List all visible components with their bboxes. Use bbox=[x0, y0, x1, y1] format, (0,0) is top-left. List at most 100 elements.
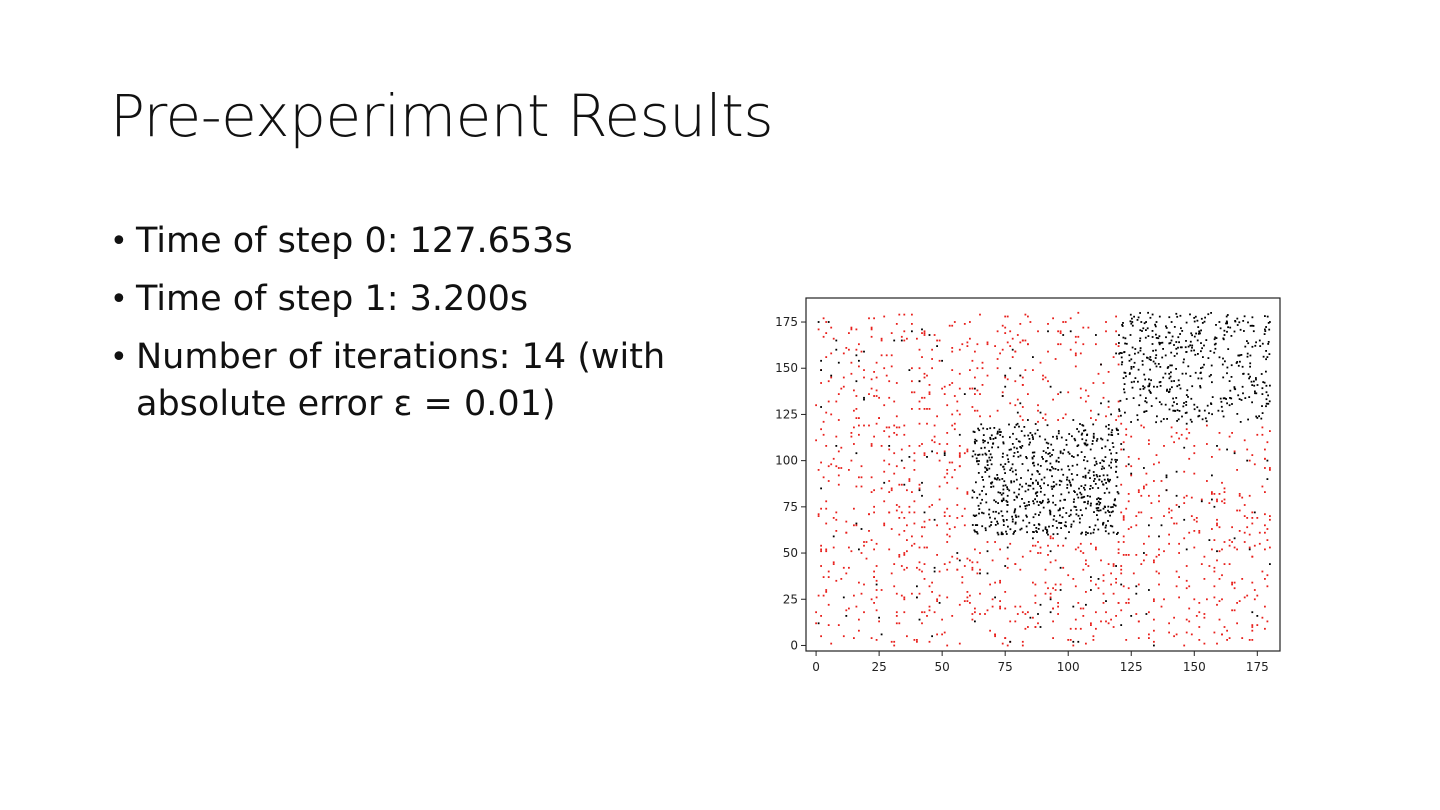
scatter-point-black bbox=[1249, 354, 1252, 357]
scatter-point-red bbox=[1158, 583, 1160, 586]
scatter-point-red bbox=[1228, 435, 1231, 438]
scatter-point-red bbox=[832, 546, 835, 549]
scatter-point-black bbox=[1047, 498, 1050, 501]
scatter-point-red bbox=[1150, 502, 1153, 504]
scatter-point-black bbox=[1144, 400, 1147, 403]
scatter-point-black bbox=[1168, 342, 1171, 345]
scatter-point-black bbox=[1042, 499, 1044, 502]
scatter-point-red bbox=[989, 629, 991, 632]
scatter-point-black bbox=[1183, 446, 1186, 449]
scatter-point-black bbox=[1143, 322, 1146, 325]
scatter-point-black bbox=[1037, 528, 1040, 530]
scatter-point-red bbox=[1117, 602, 1120, 604]
scatter-point-black bbox=[1065, 525, 1067, 528]
scatter-point-black bbox=[1120, 414, 1122, 417]
scatter-point-black bbox=[1052, 435, 1054, 438]
scatter-point-red bbox=[1082, 552, 1085, 554]
scatter-point-red bbox=[1140, 424, 1143, 427]
scatter-point-black bbox=[975, 481, 977, 484]
scatter-point-black bbox=[992, 438, 995, 440]
scatter-point-black bbox=[1028, 504, 1030, 506]
scatter-point-black bbox=[1102, 474, 1105, 477]
scatter-point-black bbox=[1034, 513, 1037, 516]
scatter-point-black bbox=[991, 456, 993, 459]
scatter-point-black bbox=[971, 455, 974, 458]
scatter-point-red bbox=[1251, 626, 1254, 628]
scatter-point-red bbox=[815, 611, 817, 614]
scatter-point-red bbox=[921, 526, 923, 529]
scatter-point-red bbox=[1195, 517, 1198, 519]
scatter-point-black bbox=[1266, 459, 1269, 462]
scatter-point-red bbox=[936, 339, 938, 342]
scatter-point-red bbox=[936, 600, 938, 602]
scatter-point-red bbox=[880, 445, 883, 447]
scatter-point-black bbox=[1142, 388, 1145, 390]
scatter-point-red bbox=[1069, 348, 1072, 351]
scatter-point-red bbox=[928, 605, 931, 608]
scatter-point-black bbox=[1036, 495, 1038, 497]
scatter-point-red bbox=[963, 452, 966, 455]
scatter-point-black bbox=[880, 633, 883, 636]
scatter-point-red bbox=[994, 345, 996, 347]
scatter-point-black bbox=[1211, 498, 1213, 501]
bullet-list: • Time of step 0: 127.653s • Time of ste… bbox=[108, 218, 708, 439]
scatter-point-black bbox=[1077, 514, 1080, 517]
scatter-point-black bbox=[1239, 328, 1242, 331]
scatter-point-red bbox=[916, 640, 918, 643]
scatter-point-black bbox=[1146, 327, 1149, 330]
scatter-point-black bbox=[1006, 486, 1008, 489]
scatter-point-red bbox=[923, 334, 926, 336]
scatter-point-black bbox=[1100, 468, 1103, 470]
scatter-point-red bbox=[1203, 613, 1206, 615]
scatter-point-black bbox=[1069, 513, 1072, 516]
scatter-point-red bbox=[1211, 548, 1213, 551]
scatter-point-black bbox=[1158, 341, 1161, 344]
scatter-point-red bbox=[1228, 544, 1231, 547]
scatter-point-red bbox=[1047, 587, 1049, 590]
scatter-point-black bbox=[1148, 389, 1151, 392]
scatter-point-black bbox=[1226, 321, 1228, 324]
scatter-point-red bbox=[979, 613, 981, 615]
scatter-point-red bbox=[1112, 592, 1115, 595]
scatter-point-black bbox=[1251, 324, 1254, 327]
scatter-point-black bbox=[1032, 438, 1034, 440]
scatter-point-red bbox=[1037, 330, 1039, 333]
scatter-point-black bbox=[1267, 322, 1270, 324]
scatter-point-red bbox=[1198, 611, 1201, 614]
scatter-point-red bbox=[976, 343, 979, 346]
scatter-point-red bbox=[943, 450, 946, 453]
scatter-point-black bbox=[1017, 455, 1020, 458]
scatter-point-black bbox=[1000, 493, 1003, 496]
scatter-point-red bbox=[868, 513, 870, 516]
scatter-point-red bbox=[1243, 504, 1246, 506]
scatter-point-black bbox=[1031, 434, 1034, 436]
scatter-point-black bbox=[1149, 368, 1151, 371]
scatter-point-red bbox=[946, 541, 949, 543]
scatter-point-black bbox=[1076, 463, 1079, 466]
scatter-point-black bbox=[1076, 474, 1079, 476]
scatter-point-black bbox=[1181, 330, 1184, 332]
scatter-point-black bbox=[855, 522, 858, 525]
scatter-point-red bbox=[941, 618, 943, 621]
scatter-point-black bbox=[1265, 405, 1267, 408]
scatter-point-black bbox=[1161, 356, 1164, 359]
scatter-point-black bbox=[1265, 402, 1268, 405]
scatter-point-black bbox=[1015, 423, 1018, 426]
scatter-point-black bbox=[1111, 442, 1114, 444]
scatter-point-black bbox=[983, 446, 986, 449]
scatter-point-black bbox=[971, 489, 974, 492]
scatter-point-black bbox=[1118, 342, 1120, 344]
scatter-point-red bbox=[1122, 441, 1125, 444]
scatter-point-black bbox=[1114, 504, 1117, 507]
scatter-point-black bbox=[993, 477, 996, 480]
scatter-point-black bbox=[941, 359, 943, 362]
scatter-point-red bbox=[845, 531, 848, 534]
scatter-point-black bbox=[1062, 473, 1065, 476]
scatter-point-red bbox=[1228, 637, 1231, 639]
scatter-point-red bbox=[1125, 433, 1128, 436]
scatter-point-red bbox=[1163, 445, 1165, 447]
scatter-point-red bbox=[858, 417, 860, 419]
scatter-point-red bbox=[863, 424, 865, 427]
scatter-point-black bbox=[1093, 457, 1096, 460]
scatter-point-black bbox=[1006, 501, 1009, 503]
